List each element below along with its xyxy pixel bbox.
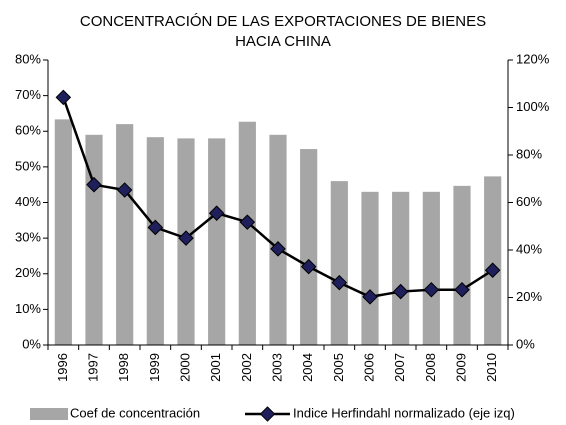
y-tick-label: 0% <box>22 336 41 351</box>
legend-label: Indice Herfindahl normalizado (eje izq) <box>293 405 515 420</box>
x-tick-label: 1998 <box>116 353 131 382</box>
marker <box>55 89 72 106</box>
legend-swatch <box>259 406 276 422</box>
x-tick-label: 2000 <box>177 353 192 382</box>
marker <box>239 214 256 230</box>
x-tick-label: 2010 <box>484 353 499 382</box>
x-tick-label: 2001 <box>208 353 223 382</box>
bar <box>330 181 348 345</box>
marker <box>270 241 286 257</box>
y-tick-label: 10% <box>15 301 41 316</box>
bar <box>146 137 164 345</box>
bar <box>300 149 318 345</box>
marker <box>116 182 133 198</box>
bar <box>238 121 256 345</box>
x-tick-label: 2008 <box>423 353 438 382</box>
y2-tick-label: 40% <box>516 241 542 256</box>
marker <box>362 289 378 305</box>
y2-tick-label: 120% <box>516 51 550 66</box>
y-tick-label: 70% <box>15 87 41 102</box>
x-tick-label: 2007 <box>392 353 407 382</box>
chart-title: CONCENTRACIÓN DE LAS EXPORTACIONES DE BI… <box>80 13 486 30</box>
marker <box>484 262 501 278</box>
x-tick-label: 1997 <box>85 353 100 382</box>
legend-swatch <box>30 408 68 420</box>
y-tick-label: 80% <box>15 51 41 66</box>
y-tick-label: 30% <box>15 230 41 245</box>
marker <box>300 258 317 275</box>
chart-title: HACIA CHINA <box>235 33 331 50</box>
legend-label: Coef de concentración <box>70 405 200 420</box>
bar <box>54 119 72 345</box>
x-tick-label: 2003 <box>269 353 284 382</box>
bar <box>453 185 471 345</box>
y-tick-label: 50% <box>15 158 41 173</box>
marker <box>423 282 440 298</box>
y2-tick-label: 100% <box>516 99 550 114</box>
y2-tick-label: 60% <box>516 194 542 209</box>
x-tick-label: 2004 <box>300 353 315 382</box>
y2-tick-label: 0% <box>516 336 535 351</box>
bar <box>484 176 502 345</box>
bar <box>422 191 440 345</box>
marker <box>178 230 194 246</box>
bar <box>208 138 226 345</box>
x-tick-label: 1999 <box>147 353 162 382</box>
y-tick-label: 60% <box>15 123 41 138</box>
y2-tick-label: 20% <box>516 289 542 304</box>
marker <box>331 274 348 291</box>
y-tick-label: 20% <box>15 265 41 280</box>
bar <box>269 134 287 345</box>
x-tick-label: 2009 <box>453 353 468 382</box>
x-tick-label: 1996 <box>55 353 70 382</box>
x-tick-label: 2002 <box>239 353 254 382</box>
marker <box>86 176 102 193</box>
marker <box>208 205 225 221</box>
y2-tick-label: 80% <box>516 146 542 161</box>
bar <box>392 191 410 345</box>
marker <box>392 283 409 300</box>
bar <box>361 191 379 345</box>
bar <box>116 124 134 345</box>
marker <box>454 282 470 298</box>
y-tick-label: 40% <box>15 194 41 209</box>
x-tick-label: 2006 <box>361 353 376 382</box>
x-tick-label: 2005 <box>331 353 346 382</box>
marker <box>147 219 164 236</box>
